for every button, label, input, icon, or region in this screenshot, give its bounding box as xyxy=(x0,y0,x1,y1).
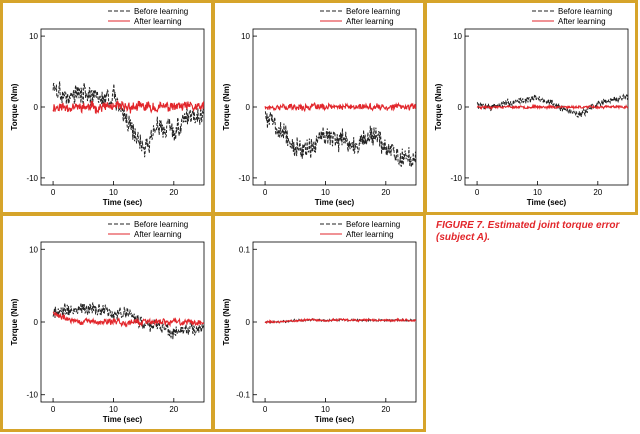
chart-1-series-after-learning xyxy=(52,99,204,115)
chart-5-series-after-learning xyxy=(264,317,416,324)
chart-3-ytick-label: 0 xyxy=(458,103,463,112)
chart-2-ylabel: Torque (Nm) xyxy=(222,83,231,130)
chart-1-legend-label: Before learning xyxy=(134,7,188,16)
chart-4-series-before-learning xyxy=(52,302,204,340)
chart-5-ytick-label: 0 xyxy=(246,318,251,327)
chart-5-legend-label: After learning xyxy=(346,230,394,239)
chart-4-ylabel: Torque (Nm) xyxy=(10,298,19,345)
chart-1-ytick-label: 0 xyxy=(34,103,39,112)
chart-2-ytick-label: -10 xyxy=(238,174,250,183)
chart-5-xtick-label: 20 xyxy=(381,405,390,414)
chart-panel-2: -10 0 10 0 10 20 Time (sec) Torque (Nm) Before l… xyxy=(212,0,426,215)
chart-2-xtick-label: 0 xyxy=(263,188,268,197)
chart-3-xtick-label: 10 xyxy=(533,188,542,197)
chart-3-ytick-label: -10 xyxy=(450,174,462,183)
chart-3-legend-label: Before learning xyxy=(558,7,612,16)
chart-2-xlabel: Time (sec) xyxy=(315,198,355,207)
chart-4-ytick-label: 0 xyxy=(34,318,39,327)
chart-4-xtick-label: 0 xyxy=(51,405,56,414)
chart-2-ytick-label: 0 xyxy=(246,103,251,112)
chart-4-xlabel: Time (sec) xyxy=(103,415,143,424)
chart-3-xtick-label: 0 xyxy=(475,188,480,197)
chart-2-series-group xyxy=(264,101,416,168)
chart-5-svg: -0.1 0 0.1 0 10 20 Time (sec) Torque (Nm) Before… xyxy=(222,220,417,424)
chart-2-series-after-learning xyxy=(264,101,416,113)
chart-1-ytick-label: 10 xyxy=(29,32,38,41)
chart-3-series-group xyxy=(476,93,628,119)
chart-1-ytick-label: -10 xyxy=(26,174,38,183)
chart-3-svg: -10 0 10 0 10 20 Time (sec) Torque (Nm) Before l… xyxy=(434,7,629,207)
chart-panel-4: -10 0 10 0 10 20 Time (sec) Torque (Nm) Before l… xyxy=(0,213,214,432)
chart-2-legend-label: Before learning xyxy=(346,7,400,16)
chart-5-xtick-label: 10 xyxy=(321,405,330,414)
chart-1-ylabel: Torque (Nm) xyxy=(10,83,19,130)
chart-1-xtick-label: 10 xyxy=(109,188,118,197)
chart-4-series-after-learning xyxy=(52,311,204,328)
chart-1-xtick-label: 20 xyxy=(169,188,178,197)
chart-1-svg: -10 0 10 0 10 20 Time (sec) Torque (Nm) Before l… xyxy=(10,7,205,207)
chart-4-xtick-label: 20 xyxy=(169,405,178,414)
chart-4-ytick-label: 10 xyxy=(29,245,38,254)
chart-5-ytick-label: 0.1 xyxy=(239,245,251,254)
chart-4-series-group xyxy=(52,302,204,340)
chart-5-series-group xyxy=(264,317,416,324)
chart-1-xlabel: Time (sec) xyxy=(103,198,143,207)
chart-4-ytick-label: -10 xyxy=(26,391,38,400)
chart-5-xtick-label: 0 xyxy=(263,405,268,414)
chart-4-svg: -10 0 10 0 10 20 Time (sec) Torque (Nm) Before l… xyxy=(10,220,205,424)
chart-1-series-group xyxy=(52,81,204,158)
chart-panel-1: -10 0 10 0 10 20 Time (sec) Torque (Nm) Before l… xyxy=(0,0,214,215)
chart-2-series-before-learning xyxy=(264,111,416,168)
chart-5-ylabel: Torque (Nm) xyxy=(222,298,231,345)
chart-5-legend-label: Before learning xyxy=(346,220,400,229)
chart-1-legend-label: After learning xyxy=(134,17,182,26)
chart-3-ylabel: Torque (Nm) xyxy=(434,83,443,130)
chart-4-xtick-label: 10 xyxy=(109,405,118,414)
figure-caption: FIGURE 7. Estimated joint torque error (… xyxy=(436,220,620,243)
chart-1-series-before-learning xyxy=(52,81,204,158)
chart-3-ytick-label: 10 xyxy=(453,32,462,41)
chart-panel-5: -0.1 0 0.1 0 10 20 Time (sec) Torque (Nm) Before… xyxy=(212,213,426,432)
chart-2-xtick-label: 20 xyxy=(381,188,390,197)
chart-2-xtick-label: 10 xyxy=(321,188,330,197)
chart-3-legend-label: After learning xyxy=(558,17,606,26)
chart-2-legend-label: After learning xyxy=(346,17,394,26)
chart-panel-3: -10 0 10 0 10 20 Time (sec) Torque (Nm) Before l… xyxy=(424,0,638,215)
chart-3-series-after-learning xyxy=(476,103,628,111)
chart-3-xtick-label: 20 xyxy=(593,188,602,197)
chart-3-xlabel: Time (sec) xyxy=(527,198,567,207)
chart-4-legend-label: After learning xyxy=(134,230,182,239)
chart-2-svg: -10 0 10 0 10 20 Time (sec) Torque (Nm) Before l… xyxy=(222,7,417,207)
chart-5-ytick-label: -0.1 xyxy=(236,391,250,400)
chart-4-legend-label: Before learning xyxy=(134,220,188,229)
chart-5-xlabel: Time (sec) xyxy=(315,415,355,424)
chart-2-ytick-label: 10 xyxy=(241,32,250,41)
chart-1-xtick-label: 0 xyxy=(51,188,56,197)
